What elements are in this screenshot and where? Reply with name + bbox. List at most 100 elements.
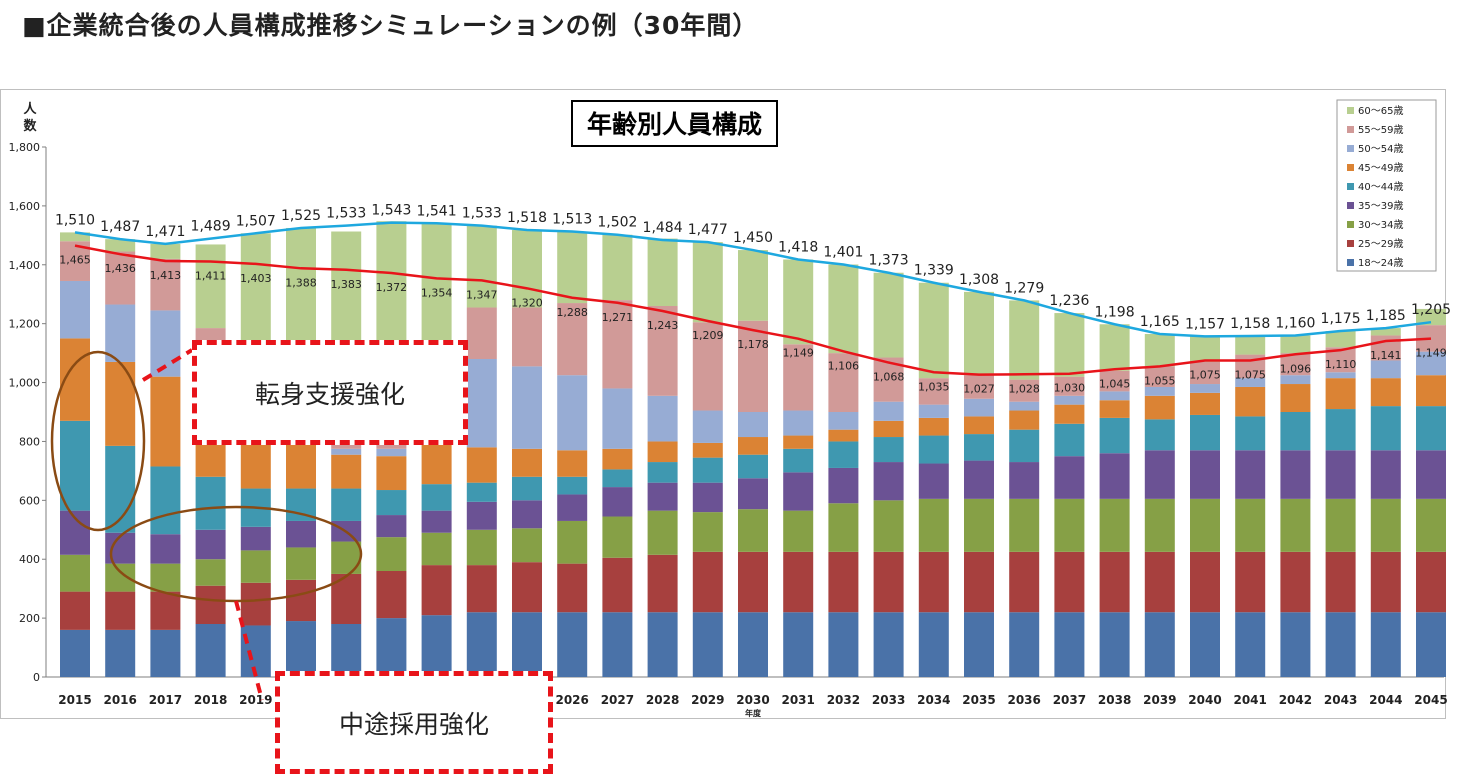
bar-segment-55-59-2038 bbox=[1099, 370, 1130, 392]
bar-segment-25-29-2028 bbox=[647, 554, 678, 613]
legend-label-60-65: 60～65歳 bbox=[1358, 105, 1403, 117]
bar-segment-55-59-2035 bbox=[964, 375, 994, 399]
bar-segment-40-44-2040 bbox=[1190, 414, 1220, 451]
highlight-ellipse-40s bbox=[50, 350, 146, 532]
bar-segment-30-34-2024 bbox=[466, 529, 497, 566]
bar-segment-45-49-2044 bbox=[1370, 378, 1401, 407]
total-data-label: 1,533 bbox=[462, 206, 502, 222]
bar-segment-25-29-2045 bbox=[1416, 551, 1446, 613]
bar-segment-25-29-2023 bbox=[421, 565, 452, 616]
bar-segment-45-49-2025 bbox=[512, 448, 542, 477]
x-tick-label: 2018 bbox=[194, 693, 227, 707]
bar-segment-55-59-2037 bbox=[1054, 376, 1085, 396]
bar-segment-55-59-2027 bbox=[602, 300, 633, 389]
callout-mid-career-hiring: 中途採用強化 bbox=[275, 671, 553, 774]
bar-segment-45-49-2016 bbox=[105, 361, 136, 446]
bar-segment-35-39-2033 bbox=[873, 462, 904, 501]
total-data-label: 1,533 bbox=[326, 206, 366, 222]
x-tick-label: 2034 bbox=[917, 693, 950, 707]
bar-segment-30-34-2025 bbox=[512, 528, 542, 563]
bar-segment-35-39-2045 bbox=[1416, 450, 1446, 499]
legend-swatch-50-54 bbox=[1347, 145, 1354, 152]
legend-label-45-49: 45～49歳 bbox=[1358, 162, 1403, 174]
total-data-label: 1,543 bbox=[371, 203, 411, 219]
projection-data-label: 1,027 bbox=[963, 383, 995, 396]
bar-segment-25-29-2032 bbox=[828, 551, 859, 613]
x-tick-label: 2045 bbox=[1414, 693, 1447, 707]
bar-segment-30-34-2033 bbox=[873, 500, 904, 552]
bar-segment-45-49-2028 bbox=[647, 441, 678, 463]
total-data-label: 1,518 bbox=[507, 210, 547, 226]
bar-segment-30-34-2028 bbox=[647, 510, 678, 555]
bar-segment-25-29-2033 bbox=[873, 551, 904, 613]
total-data-label: 1,175 bbox=[1321, 311, 1361, 327]
bar-segment-35-39-2019 bbox=[240, 526, 271, 551]
chart-title-box bbox=[571, 100, 778, 147]
projection-data-label: 1,030 bbox=[1054, 382, 1086, 395]
highlight-ellipse-20s-30s bbox=[109, 505, 363, 603]
total-data-label: 1,487 bbox=[100, 219, 140, 235]
y-tick-label: 1,200 bbox=[9, 318, 41, 331]
bar-segment-60-65-2036 bbox=[1009, 300, 1040, 380]
bar-segment-50-54-2029 bbox=[692, 410, 723, 443]
total-data-label: 1,185 bbox=[1366, 308, 1406, 324]
x-tick-label: 2041 bbox=[1233, 693, 1266, 707]
bar-segment-50-54-2039 bbox=[1144, 386, 1175, 396]
bar-segment-45-49-2024 bbox=[466, 447, 497, 483]
total-data-label: 1,418 bbox=[778, 239, 818, 255]
bar-segment-25-29-2036 bbox=[1009, 551, 1040, 613]
bar-segment-60-65-2042 bbox=[1280, 335, 1311, 354]
bar-segment-18-24-2029 bbox=[692, 612, 723, 677]
legend-label-55-59: 55～59歳 bbox=[1358, 124, 1403, 136]
bar-segment-55-59-2031 bbox=[783, 344, 814, 411]
bar-segment-45-49-2036 bbox=[1009, 410, 1040, 430]
bar-segment-40-44-2021 bbox=[331, 488, 362, 521]
bar-segment-40-44-2043 bbox=[1325, 409, 1356, 451]
bar-segment-40-44-2024 bbox=[466, 482, 497, 502]
legend-swatch-30-34 bbox=[1347, 221, 1354, 228]
bar-segment-60-65-2025 bbox=[512, 230, 542, 308]
bar-segment-25-29-2041 bbox=[1235, 551, 1266, 613]
projection-data-label: 1,413 bbox=[150, 269, 182, 282]
bar-segment-18-24-2022 bbox=[376, 618, 407, 677]
bar-segment-40-44-2039 bbox=[1144, 419, 1175, 451]
bar-segment-35-39-2027 bbox=[602, 487, 633, 517]
bar-segment-40-44-2015 bbox=[60, 420, 90, 511]
projection-data-label: 1,149 bbox=[782, 347, 814, 360]
bar-segment-55-59-2016 bbox=[105, 251, 136, 305]
bar-segment-55-59-2032 bbox=[828, 353, 859, 412]
bar-segment-50-54-2037 bbox=[1054, 395, 1085, 405]
bar-segment-45-49-2026 bbox=[557, 450, 588, 477]
bar-segment-35-39-2026 bbox=[557, 494, 588, 521]
bar-segment-60-65-2034 bbox=[918, 282, 949, 379]
bar-segment-45-49-2030 bbox=[738, 437, 768, 455]
bar-segment-40-44-2025 bbox=[512, 476, 542, 501]
bar-segment-45-49-2038 bbox=[1099, 400, 1130, 418]
bar-segment-35-39-2024 bbox=[466, 501, 497, 530]
bar-segment-25-29-2022 bbox=[376, 571, 407, 619]
bar-segment-50-54-2022 bbox=[376, 448, 407, 457]
bar-segment-30-34-2027 bbox=[602, 516, 633, 558]
x-axis-label: 年度 bbox=[745, 708, 762, 718]
legend-swatch-45-49 bbox=[1347, 164, 1354, 171]
bar-segment-25-29-2017 bbox=[150, 591, 181, 630]
bar-segment-30-34-2040 bbox=[1190, 498, 1220, 552]
bar-segment-60-65-2027 bbox=[602, 234, 633, 301]
bar-segment-35-39-2029 bbox=[692, 482, 723, 513]
bar-segment-30-34-2038 bbox=[1099, 498, 1130, 552]
legend-label-30-34: 30～34歳 bbox=[1358, 219, 1403, 231]
bar-segment-30-34-2031 bbox=[783, 510, 814, 552]
projection-data-label: 1,372 bbox=[376, 281, 408, 294]
bar-segment-60-65-2030 bbox=[738, 250, 768, 321]
bar-segment-30-34-2039 bbox=[1144, 498, 1175, 552]
bar-segment-18-24-2025 bbox=[512, 612, 542, 677]
bar-segment-55-59-2039 bbox=[1144, 366, 1175, 387]
bar-segment-45-49-2033 bbox=[873, 420, 904, 438]
bar-segment-50-54-2034 bbox=[918, 404, 949, 418]
y-axis-label: 数 bbox=[23, 118, 37, 134]
bar-segment-30-34-2036 bbox=[1009, 498, 1040, 552]
bar-segment-40-44-2032 bbox=[828, 441, 859, 468]
bar-segment-40-44-2041 bbox=[1235, 416, 1266, 451]
bar-segment-30-34-2034 bbox=[918, 498, 949, 552]
bar-segment-35-39-2042 bbox=[1280, 450, 1311, 499]
